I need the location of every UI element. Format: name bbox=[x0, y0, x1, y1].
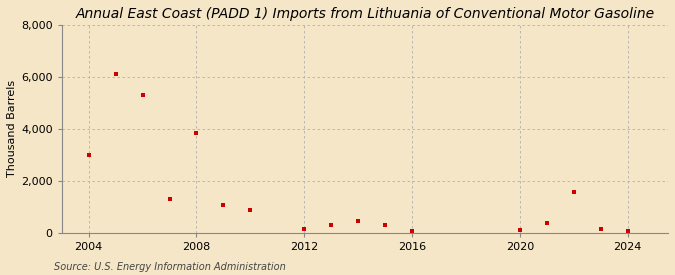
Y-axis label: Thousand Barrels: Thousand Barrels bbox=[7, 80, 17, 177]
Title: Annual East Coast (PADD 1) Imports from Lithuania of Conventional Motor Gasoline: Annual East Coast (PADD 1) Imports from … bbox=[76, 7, 655, 21]
Point bbox=[380, 222, 391, 227]
Point bbox=[218, 203, 229, 207]
Point bbox=[191, 130, 202, 135]
Point bbox=[299, 226, 310, 231]
Point bbox=[514, 228, 525, 232]
Point bbox=[406, 229, 417, 233]
Text: Source: U.S. Energy Information Administration: Source: U.S. Energy Information Administ… bbox=[54, 262, 286, 272]
Point bbox=[541, 221, 552, 226]
Point bbox=[164, 197, 175, 201]
Point bbox=[595, 226, 606, 231]
Point bbox=[326, 222, 337, 227]
Point bbox=[353, 219, 364, 223]
Point bbox=[110, 72, 121, 76]
Point bbox=[83, 152, 94, 157]
Point bbox=[137, 93, 148, 97]
Point bbox=[245, 208, 256, 213]
Point bbox=[568, 190, 579, 194]
Point bbox=[622, 229, 633, 233]
